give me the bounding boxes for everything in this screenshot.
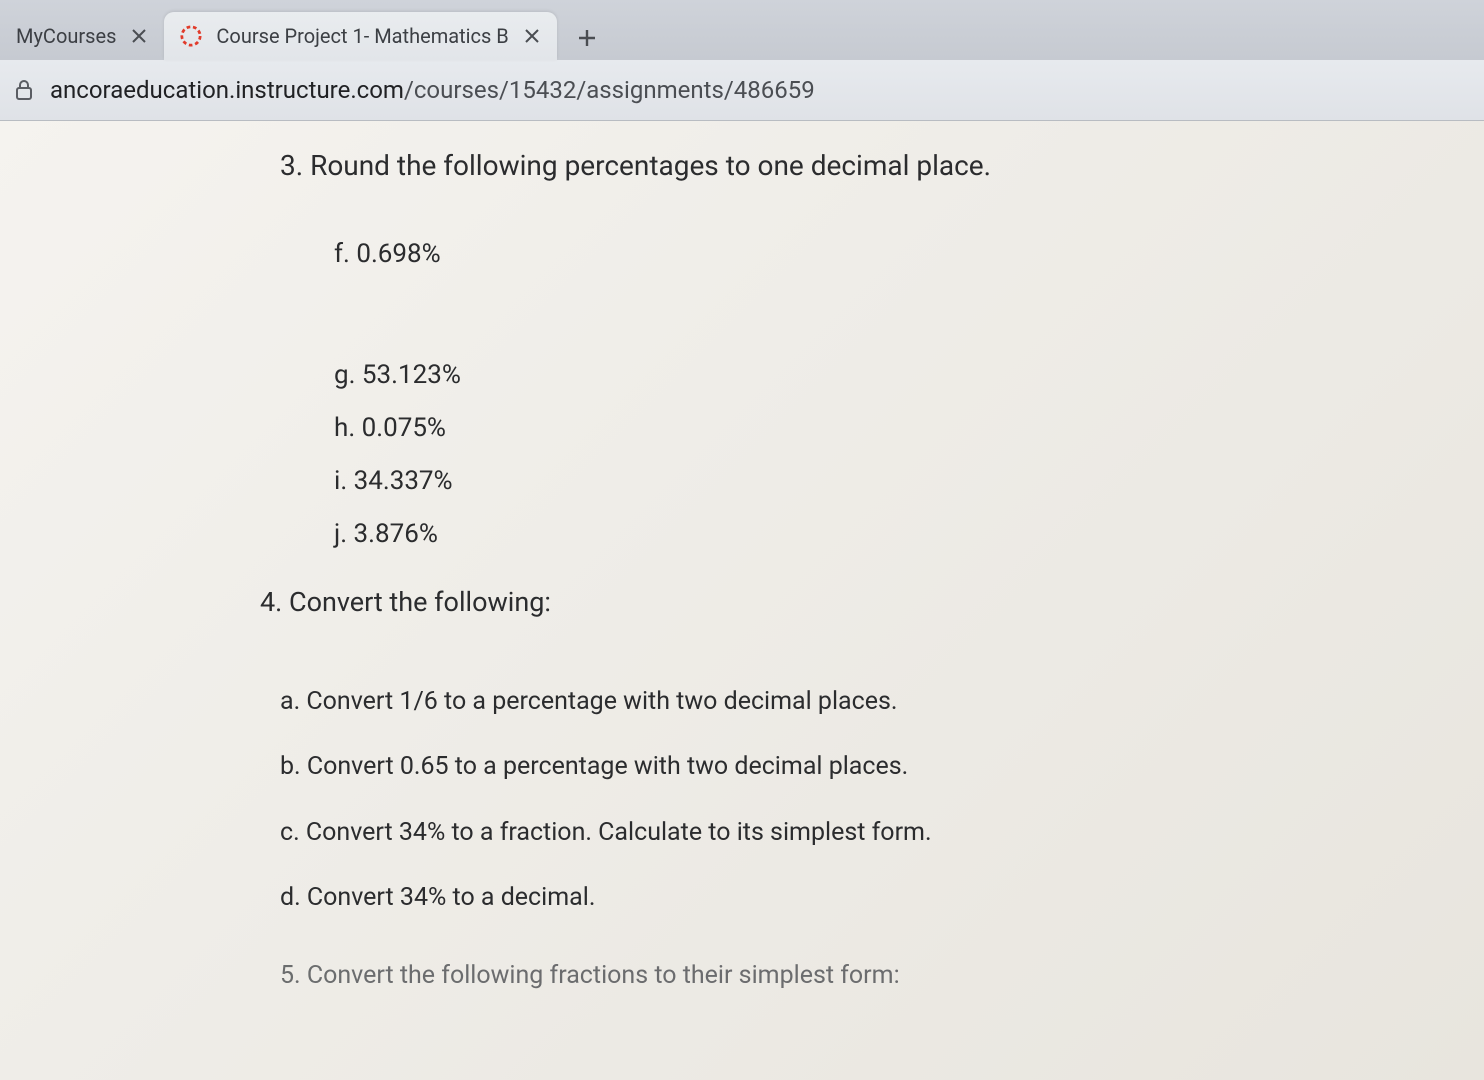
- question-3-heading: 3. Round the following percentages to on…: [280, 145, 1444, 187]
- tab-strip: MyCourses Course Project 1- Mathematics …: [0, 0, 1484, 60]
- question-4-heading: 4. Convert the following:: [260, 582, 1444, 623]
- q4-item-c: c. Convert 34% to a fraction. Calculate …: [280, 814, 1444, 852]
- close-icon[interactable]: [523, 27, 541, 45]
- url-text: ancoraeducation.instructure.com/courses/…: [50, 76, 815, 104]
- tab-course-project[interactable]: Course Project 1- Mathematics B: [164, 12, 556, 60]
- question-5-heading-partial: 5. Convert the following fractions to th…: [280, 957, 1444, 995]
- screen: MyCourses Course Project 1- Mathematics …: [0, 0, 1484, 1080]
- url-path: /courses/15432/assignments/486659: [404, 76, 815, 104]
- tab-mycourses[interactable]: MyCourses: [0, 12, 164, 60]
- address-bar[interactable]: ancoraeducation.instructure.com/courses/…: [0, 60, 1484, 120]
- close-icon[interactable]: [130, 27, 148, 45]
- q3-item-h: h. 0.075%: [334, 409, 1444, 448]
- q4-item-a: a. Convert 1/6 to a percentage with two …: [280, 683, 1444, 721]
- q3-item-j: j. 3.876%: [334, 515, 1444, 554]
- url-host: ancoraeducation.instructure.com: [50, 76, 404, 104]
- q4-item-d: d. Convert 34% to a decimal.: [280, 879, 1444, 917]
- tab-title: Course Project 1- Mathematics B: [216, 24, 508, 48]
- lock-icon: [14, 79, 36, 101]
- question-3-items: f. 0.698% g. 53.123% h. 0.075% i. 34.337…: [334, 235, 1444, 554]
- new-tab-button[interactable]: [565, 16, 609, 60]
- q3-item-i: i. 34.337%: [334, 462, 1444, 501]
- q4-item-b: b. Convert 0.65 to a percentage with two…: [280, 748, 1444, 786]
- q3-item-f: f. 0.698%: [334, 235, 1444, 274]
- page-content: 3. Round the following percentages to on…: [0, 121, 1484, 1080]
- canvas-icon: [180, 25, 202, 47]
- browser-chrome: MyCourses Course Project 1- Mathematics …: [0, 0, 1484, 121]
- tab-title: MyCourses: [16, 24, 116, 48]
- question-4-items: a. Convert 1/6 to a percentage with two …: [280, 683, 1444, 917]
- q3-item-g: g. 53.123%: [334, 356, 1444, 395]
